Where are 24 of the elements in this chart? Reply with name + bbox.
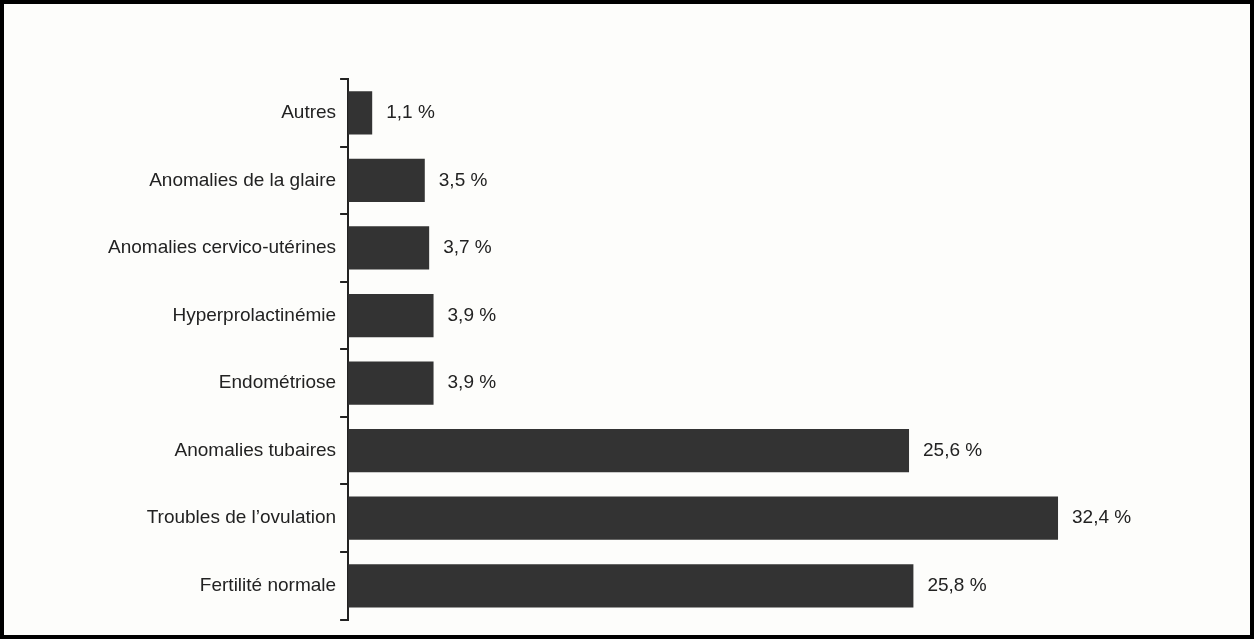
bar xyxy=(348,293,434,338)
y-tick-label: Hyperprolactinémie xyxy=(172,303,337,325)
data-label: 3,7 % xyxy=(443,236,492,258)
bar xyxy=(348,429,910,473)
bar xyxy=(348,226,430,270)
y-tick-label: Anomalies tubaires xyxy=(174,438,337,460)
data-label: 1,1 % xyxy=(386,101,435,123)
y-tick-label: Fertilité normale xyxy=(199,574,337,596)
data-label: 25,6 % xyxy=(923,438,983,460)
bar xyxy=(348,158,425,202)
y-tick-label: Troubles de l’ovulation xyxy=(146,506,337,528)
data-label: 3,5 % xyxy=(438,168,488,190)
data-label: 3,9 % xyxy=(447,371,497,393)
y-tick-label: Endométriose xyxy=(218,371,337,393)
y-tick-label: Anomalies de la glaire xyxy=(149,168,337,190)
data-label: 25,8 % xyxy=(927,574,987,596)
bar xyxy=(348,496,1059,540)
bar xyxy=(348,91,373,135)
bar xyxy=(348,564,914,608)
y-tick-label: Autres xyxy=(281,101,337,123)
y-tick-label: Anomalies cervico-utérines xyxy=(108,236,337,258)
data-label: 32,4 % xyxy=(1072,506,1132,528)
bar xyxy=(348,361,434,405)
data-label: 3,9 % xyxy=(447,303,497,325)
